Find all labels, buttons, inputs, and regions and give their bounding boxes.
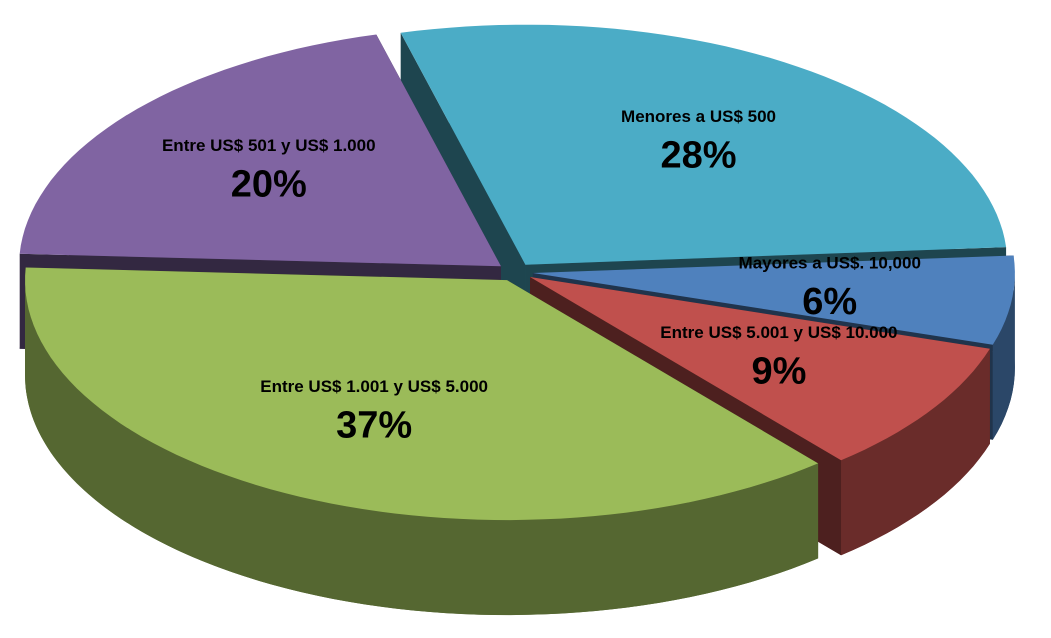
slice: [532, 255, 1015, 345]
slice: [25, 267, 819, 521]
slice-side: [841, 348, 990, 556]
value-label: 28%: [661, 134, 737, 176]
slice: [19, 34, 501, 267]
slice-group: [25, 267, 819, 616]
value-label: 37%: [336, 404, 412, 446]
slice-label: Entre US$ 5.001 y US$ 10.000: [660, 323, 897, 342]
slice-label: Entre US$ 501 y US$ 1.000: [162, 136, 376, 155]
value-label: 20%: [231, 164, 307, 206]
slice-side: [25, 280, 819, 615]
slice: [400, 24, 1007, 265]
slice-label: Mayores a US$. 10,000: [739, 254, 921, 273]
slice-label: Entre US$ 1.001 y US$ 5.000: [260, 377, 488, 396]
slice-label: Menores a US$ 500: [621, 107, 776, 126]
slice: [530, 277, 990, 461]
slice-side: [992, 273, 1015, 440]
value-label: 6%: [802, 281, 857, 323]
value-label: 9%: [751, 350, 806, 392]
